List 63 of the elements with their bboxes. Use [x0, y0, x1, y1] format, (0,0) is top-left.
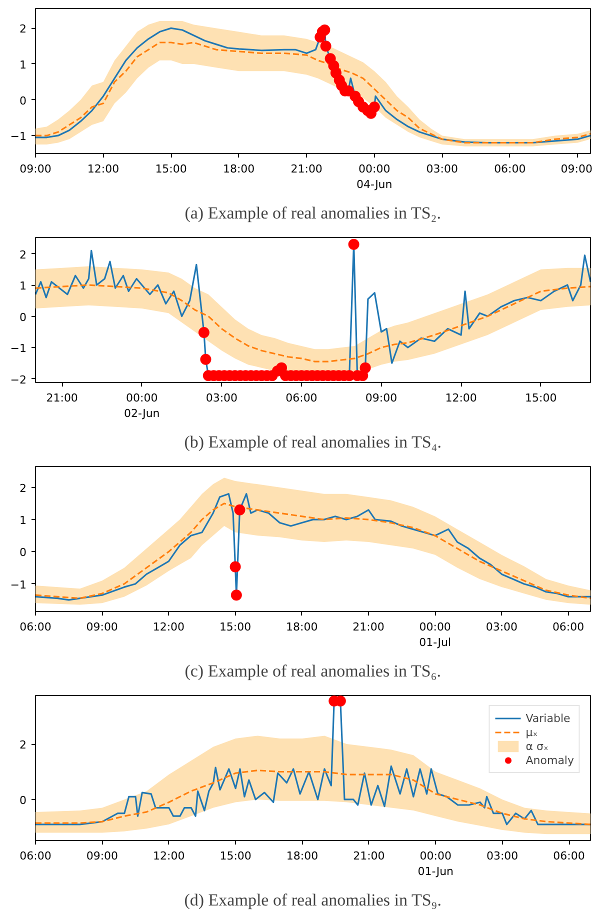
x-tick-label: 06:00	[20, 620, 52, 634]
x-tick-label: 00:00 01-Jun	[418, 850, 454, 878]
x-tick-label: 21:00	[353, 850, 385, 862]
x-tick-label: 00:00 02-Jun	[124, 392, 160, 420]
x-tick-label: 12:00	[87, 162, 120, 176]
point	[234, 504, 246, 516]
x-tick-label: 03:00	[206, 392, 238, 404]
y-tick-label: 2	[20, 248, 26, 262]
x-tick-label: 12:00	[445, 392, 477, 404]
y-tick-label: 2	[20, 738, 26, 752]
y-tick-label: 2	[20, 22, 26, 36]
x-tick-label: 09:00	[20, 162, 52, 176]
y-tick-label: 1	[20, 514, 26, 528]
legend-label: Variable	[526, 711, 570, 725]
x-tick-label: 00:00 01-Jul	[419, 620, 452, 650]
legend-label: μₓ	[526, 725, 539, 739]
point	[230, 590, 242, 601]
x-tick-label: 21:00	[46, 392, 78, 404]
y-tick-label: 0	[20, 546, 26, 560]
legend-label: α σₓ	[526, 739, 548, 753]
text: (d) Example of real anomalies in TS₉.	[184, 890, 442, 910]
point	[230, 561, 241, 572]
x-tick-label: 03:00	[486, 850, 518, 862]
legend-label: Anomaly	[526, 753, 574, 767]
x-tick-label: 06:00	[552, 620, 584, 634]
x-tick-label: 21:00	[290, 162, 322, 176]
x-tick-label: 06:00	[494, 162, 526, 176]
x-tick-label: 18:00	[222, 162, 255, 176]
x-tick-label: 18:00	[286, 850, 318, 862]
y-tick-label: 2	[20, 482, 26, 495]
x-tick-label: 00:00 04-Jun	[356, 162, 392, 192]
x-tick-label: 06:00	[20, 850, 52, 862]
x-tick-label: 09:00	[86, 620, 118, 634]
text: (a) Example of real anomalies in TS₂.	[184, 204, 441, 222]
x-tick-label: 09:00	[365, 392, 398, 404]
point	[320, 40, 332, 52]
point	[368, 101, 380, 112]
x-tick-label: 09:00	[86, 850, 118, 862]
y-tick-label: 1	[20, 280, 26, 292]
x-tick-label: 03:00	[486, 620, 518, 634]
y-tick-label: −1	[10, 130, 27, 144]
x-tick-label: 06:00	[553, 850, 585, 862]
x-tick-label: 15:00	[155, 162, 187, 176]
x-tick-label: 21:00	[352, 620, 384, 634]
text: (b) Example of real anomalies in TS₄.	[184, 432, 442, 452]
x-tick-label: 06:00	[286, 392, 318, 404]
x-tick-label: 15:00	[220, 850, 252, 862]
x-tick-label: 15:00	[219, 620, 252, 634]
y-tick-label: 0	[20, 94, 26, 108]
y-tick-label: −1	[10, 342, 27, 355]
x-tick-label: 12:00	[153, 850, 185, 862]
text: (c) Example of real anomalies in TS₆.	[184, 662, 441, 680]
x-tick-label: 09:00	[560, 162, 592, 176]
y-tick-label: 0	[20, 794, 26, 807]
y-tick-label: −1	[10, 578, 27, 592]
x-tick-label: 15:00	[525, 392, 557, 404]
y-tick-label: 0	[20, 310, 26, 324]
y-tick-label: 1	[20, 58, 26, 72]
x-tick-label: 03:00	[426, 162, 458, 176]
y-tick-label: −2	[10, 373, 27, 386]
x-tick-label: 12:00	[152, 620, 185, 634]
x-tick-label: 18:00	[286, 620, 318, 634]
point	[348, 238, 360, 250]
